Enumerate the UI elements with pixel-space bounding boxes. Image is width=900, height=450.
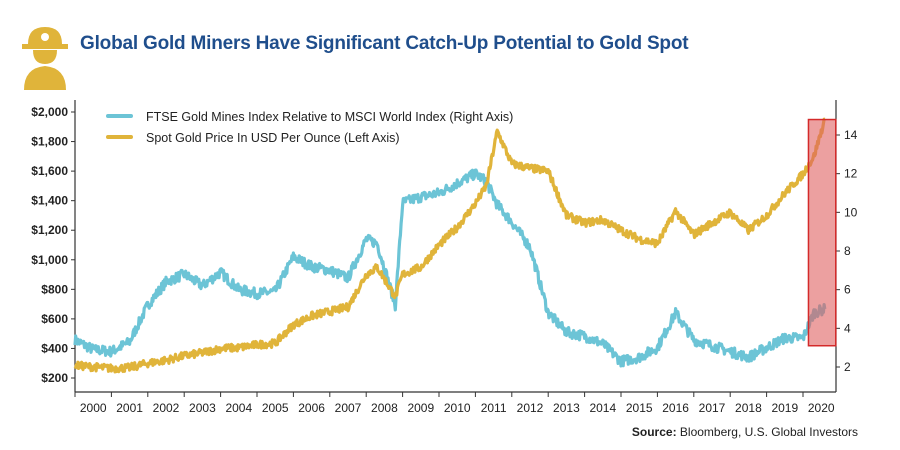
source-note: Source: Bloomberg, U.S. Global Investors bbox=[632, 425, 858, 439]
x-tick-label: 2011 bbox=[481, 401, 507, 415]
right-tick-label: 10 bbox=[844, 205, 858, 219]
left-tick-label: $800 bbox=[41, 282, 68, 296]
series-line-gold-price bbox=[73, 117, 826, 374]
right-tick-label: 2 bbox=[844, 360, 851, 374]
right-tick-label: 12 bbox=[844, 167, 858, 181]
x-tick-label: 2009 bbox=[407, 401, 434, 415]
legend-label: FTSE Gold Mines Index Relative to MSCI W… bbox=[146, 110, 513, 124]
x-tick-label: 2014 bbox=[589, 401, 616, 415]
right-tick-label: 8 bbox=[844, 244, 851, 258]
left-tick-label: $1,400 bbox=[31, 194, 68, 208]
x-tick-label: 2003 bbox=[189, 401, 216, 415]
chart-title: Global Gold Miners Have Significant Catc… bbox=[80, 33, 689, 54]
source-text: Bloomberg, U.S. Global Investors bbox=[676, 425, 858, 439]
x-tick-label: 2006 bbox=[298, 401, 325, 415]
x-tick-label: 2019 bbox=[771, 401, 798, 415]
left-tick-label: $600 bbox=[41, 312, 68, 326]
x-tick-label: 2008 bbox=[371, 401, 398, 415]
legend-label: Spot Gold Price In USD Per Ounce (Left A… bbox=[146, 131, 400, 145]
highlight-box bbox=[807, 118, 837, 347]
x-tick-label: 2017 bbox=[699, 401, 726, 415]
series-line-miners-ratio bbox=[73, 168, 827, 368]
miner-logo-icon bbox=[22, 27, 68, 90]
x-tick-label: 2000 bbox=[80, 401, 107, 415]
left-tick-label: $1,200 bbox=[31, 223, 68, 237]
x-tick-label: 2018 bbox=[735, 401, 762, 415]
x-tick-label: 2004 bbox=[225, 401, 252, 415]
x-tick-label: 2016 bbox=[662, 401, 689, 415]
x-tick-label: 2012 bbox=[517, 401, 544, 415]
x-tick-label: 2013 bbox=[553, 401, 580, 415]
right-tick-label: 14 bbox=[844, 128, 858, 142]
right-tick-label: 4 bbox=[844, 321, 851, 335]
x-tick-label: 2007 bbox=[335, 401, 362, 415]
right-tick-label: 6 bbox=[844, 283, 851, 297]
left-tick-label: $400 bbox=[41, 341, 68, 355]
x-tick-label: 2010 bbox=[444, 401, 471, 415]
left-tick-label: $2,000 bbox=[31, 105, 68, 119]
x-tick-label: 2005 bbox=[262, 401, 289, 415]
left-tick-label: $1,000 bbox=[31, 253, 68, 267]
x-tick-label: 2001 bbox=[116, 401, 143, 415]
source-label: Source: bbox=[631, 425, 677, 439]
x-tick-label: 2020 bbox=[808, 401, 835, 415]
left-tick-label: $1,800 bbox=[31, 135, 68, 149]
x-tick-label: 2015 bbox=[626, 401, 653, 415]
left-tick-label: $200 bbox=[41, 371, 68, 385]
x-tick-label: 2002 bbox=[153, 401, 180, 415]
left-tick-label: $1,600 bbox=[31, 164, 68, 178]
